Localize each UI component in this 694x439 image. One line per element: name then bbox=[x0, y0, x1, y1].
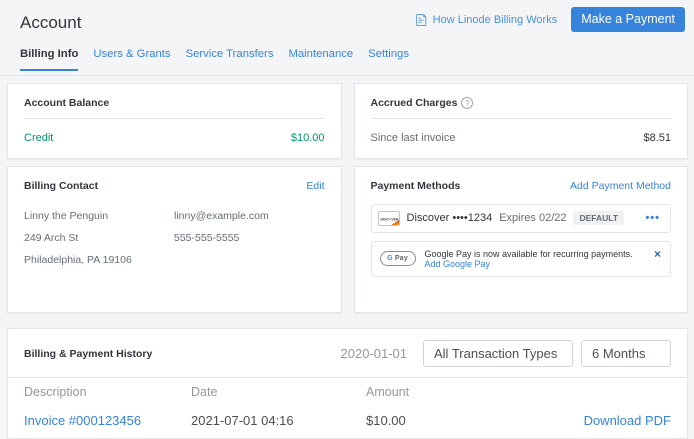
svg-text:DISC●VER: DISC●VER bbox=[380, 218, 399, 222]
